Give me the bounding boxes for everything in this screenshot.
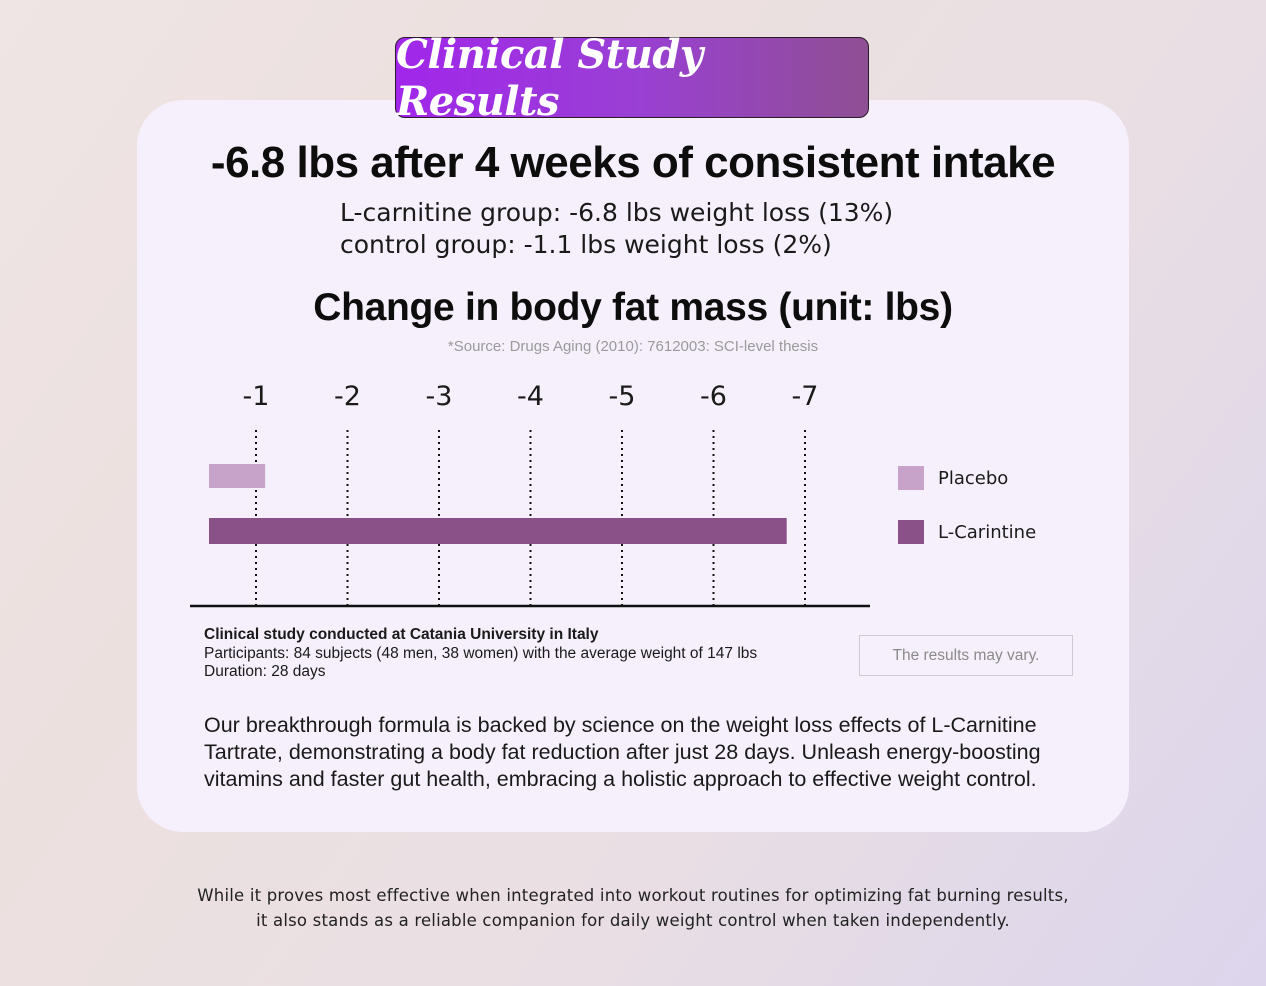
- source-note: *Source: Drugs Aging (2010): 7612003: SC…: [447, 338, 819, 355]
- footer-line-2: it also stands as a reliable companion f…: [256, 911, 1010, 930]
- body-paragraph: Our breakthrough formula is backed by sc…: [204, 713, 1041, 791]
- chart-title: Change in body fat mass (unit: lbs): [313, 286, 953, 329]
- group-results: L-carnitine group: -6.8 lbs weight loss …: [340, 197, 893, 261]
- footer-line-1: While it proves most effective when inte…: [197, 886, 1069, 905]
- control-group-result: control group: -1.1 lbs weight loss (2%): [340, 230, 832, 259]
- results-card: -6.8 lbs after 4 weeks of consistent int…: [137, 100, 1129, 832]
- study-details: Clinical study conducted at Catania Univ…: [204, 626, 757, 682]
- study-title: Clinical study conducted at Catania Univ…: [204, 626, 599, 643]
- results-disclaimer: The results may vary.: [859, 635, 1073, 676]
- study-participants: Participants: 84 subjects (48 men, 38 wo…: [204, 644, 758, 662]
- banner-title: Clinical Study Results: [396, 30, 703, 125]
- study-duration: Duration: 28 days: [204, 663, 326, 680]
- lcarnitine-group-result: L-carnitine group: -6.8 lbs weight loss …: [340, 198, 894, 227]
- title-banner: Clinical Study Results: [395, 31, 869, 125]
- headline: -6.8 lbs after 4 weeks of consistent int…: [210, 138, 1056, 187]
- footer-note: While it proves most effective when inte…: [0, 883, 1266, 933]
